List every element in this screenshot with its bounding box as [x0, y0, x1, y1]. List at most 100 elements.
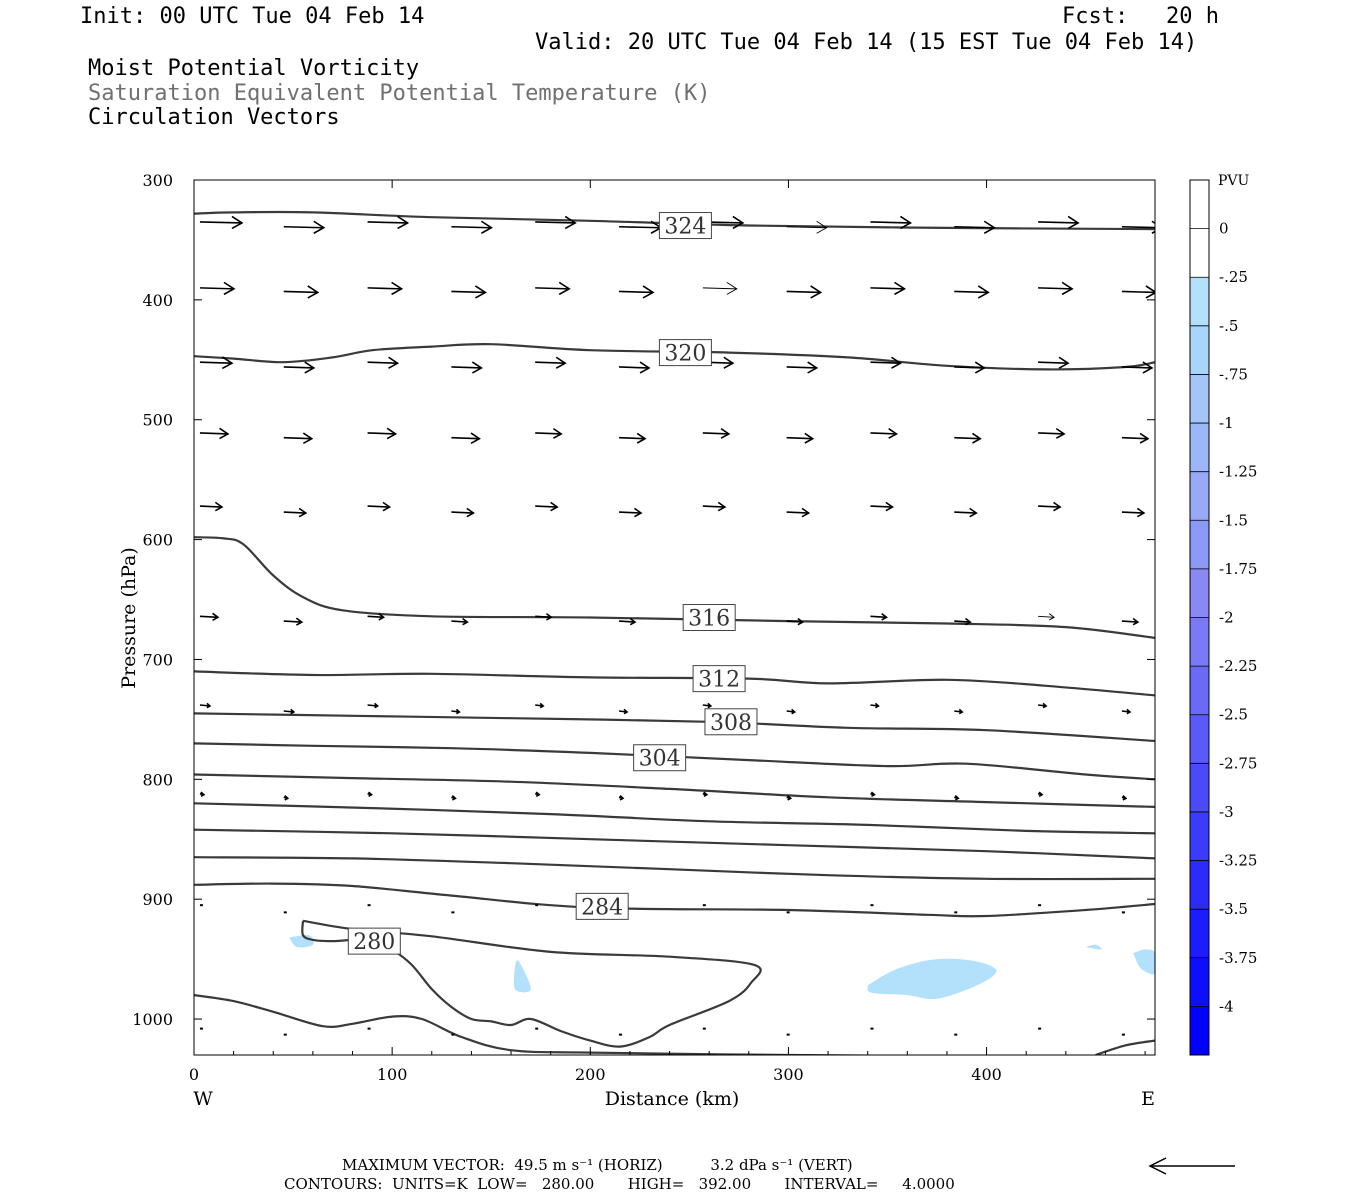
y-tick-label: 800 [142, 770, 173, 789]
x-tick-label: 300 [773, 1065, 804, 1084]
contour-label-text: 312 [698, 668, 740, 693]
circulation-vector [1121, 708, 1132, 715]
y-axis-label: Pressure (hPa) [118, 547, 140, 689]
colorbar-label: -4 [1219, 997, 1234, 1015]
colorbar-label: -1 [1219, 414, 1234, 432]
pv-shading-layer [289, 934, 1155, 1000]
colorbar-swatch [1190, 374, 1209, 424]
circulation-vector [618, 432, 647, 444]
circulation-vector [954, 617, 972, 626]
circulation-vector [367, 215, 410, 230]
plot-frame [193, 179, 1156, 1056]
circulation-vector [618, 507, 643, 518]
circulation-vector [954, 911, 958, 914]
circulation-vector [702, 501, 727, 512]
colorbar-label: -3.25 [1219, 852, 1257, 870]
circulation-vector [786, 432, 815, 444]
theta-e-contour [1095, 1039, 1155, 1055]
circulation-vector [702, 904, 706, 907]
circulation-vector [786, 507, 811, 518]
colorbar-swatch [1190, 957, 1209, 1007]
contour-label: 304 [633, 744, 687, 772]
colorbar-swatch [1190, 325, 1209, 375]
forecast-hour: 20 h [1166, 4, 1219, 29]
circulation-vector [367, 702, 379, 709]
y-tick-label: 1000 [132, 1010, 173, 1029]
circulation-vector [870, 215, 913, 230]
circulation-vector [786, 795, 793, 801]
circulation-vector [283, 708, 296, 715]
y-tick-label: 900 [142, 890, 173, 909]
theta-e-contour [194, 994, 960, 1055]
circulation-vector [199, 281, 236, 296]
theta-e-contour [194, 712, 1155, 743]
contour-label-text: 308 [710, 711, 752, 736]
circulation-vector [786, 220, 828, 234]
x-axis-label: Distance (km) [605, 1088, 740, 1110]
circulation-vector [451, 432, 481, 445]
circulation-vector [199, 791, 206, 798]
circulation-vector [535, 501, 559, 512]
circulation-vector [283, 285, 320, 299]
colorbar-swatch [1190, 568, 1209, 618]
theta-e-contour [194, 773, 1155, 808]
colorbar-label: -.5 [1219, 317, 1238, 335]
circulation-vector [786, 1033, 790, 1036]
colorbar-swatch [1190, 423, 1209, 473]
circulation-vector [451, 617, 469, 626]
circulation-vector [954, 285, 990, 299]
circulation-vector [1038, 904, 1042, 907]
colorbar-swatch [1190, 520, 1209, 570]
circulation-vector [1121, 507, 1146, 518]
theta-e-contour [194, 802, 1155, 835]
y-tick-label: 600 [142, 531, 173, 550]
colorbar-label: -2.25 [1219, 657, 1257, 675]
colorbar-swatch [1190, 277, 1209, 327]
circulation-vector [1038, 356, 1070, 369]
east-label: E [1141, 1088, 1155, 1110]
circulation-vector [367, 501, 392, 512]
circulation-vector [1121, 220, 1155, 234]
field-title-thetae: Saturation Equivalent Potential Temperat… [88, 81, 711, 106]
circulation-vector [1121, 285, 1155, 299]
theta-e-contour [194, 670, 1155, 697]
contour-label: 324 [658, 212, 712, 240]
circulation-vector [954, 1033, 958, 1036]
y-tick-label: 300 [142, 171, 173, 190]
colorbar-label: -1.5 [1219, 511, 1248, 529]
x-tick-label: 0 [189, 1065, 199, 1084]
circulation-vector [1121, 911, 1125, 914]
theta-e-contours [194, 210, 1155, 1055]
circulation-vector [954, 361, 986, 374]
contour-labels: 324 320 316 312 308 304 284 280 [347, 212, 758, 955]
colorbar-label: 0 [1219, 220, 1229, 238]
colorbar-label: -3.75 [1219, 949, 1257, 967]
y-tick-label: 500 [142, 411, 173, 430]
theta-e-contour [194, 536, 1155, 639]
circulation-vector [199, 702, 212, 709]
y-tick-label: 700 [142, 650, 173, 669]
contour-label-text: 320 [664, 342, 706, 367]
circulation-vector [199, 501, 224, 512]
circulation-vector [283, 432, 314, 445]
theta-e-contour [194, 210, 1155, 231]
circulation-vector [1121, 617, 1140, 626]
contour-label: 312 [692, 665, 746, 693]
theta-e-contour [194, 856, 1155, 881]
circulation-vector [870, 791, 876, 798]
circulation-vector [1038, 501, 1062, 512]
circulation-vector [199, 215, 244, 230]
west-label: W [193, 1088, 213, 1110]
circulation-vector [199, 612, 220, 621]
circulation-vector [535, 904, 539, 907]
contour-label-text: 304 [639, 747, 681, 772]
circulation-vector [283, 795, 290, 801]
colorbar-swatch [1190, 860, 1209, 910]
pv-shaded-region [1085, 944, 1102, 950]
colorbar-swatch [1190, 714, 1209, 764]
contour-label-text: 284 [581, 895, 623, 920]
theta-e-contour [194, 342, 1155, 371]
contour-label-text: 316 [688, 607, 730, 632]
circulation-vector [535, 702, 545, 709]
circulation-vector [199, 1027, 203, 1030]
